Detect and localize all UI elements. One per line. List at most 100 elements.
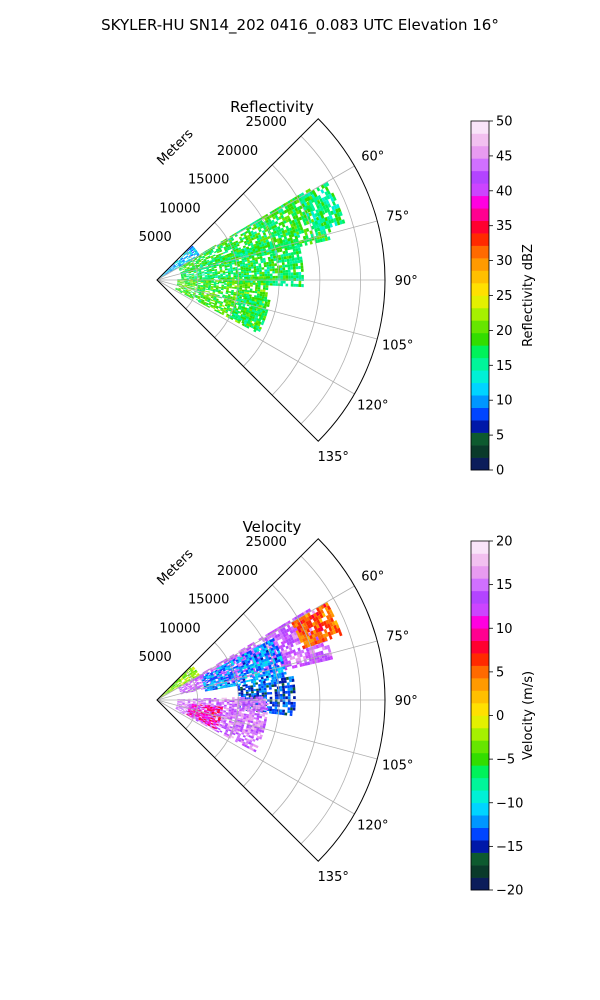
echo-gate (318, 215, 322, 220)
echo-gate (241, 293, 245, 296)
echo-gate (201, 272, 205, 274)
echo-gate (211, 682, 214, 685)
echo-gate (210, 669, 214, 672)
echo-gate (224, 247, 227, 251)
echo-gate (198, 260, 202, 263)
echo-gate (297, 244, 301, 248)
echo-gate (262, 673, 266, 677)
echo-gate (187, 285, 190, 287)
echo-gate (185, 270, 188, 272)
echo-gate (195, 260, 198, 262)
echo-gate (271, 225, 275, 230)
echo-gate (181, 288, 184, 290)
echo-gate (233, 684, 236, 687)
echo-gate (239, 282, 243, 285)
echo-gate (230, 296, 233, 299)
echo-gate (269, 283, 273, 286)
echo-gate (239, 729, 243, 733)
echo-gate (234, 285, 238, 288)
echo-gate (188, 247, 192, 250)
echo-gate (194, 250, 198, 253)
echo-gate (191, 714, 195, 717)
echo-gate (236, 259, 240, 262)
echo-gate (283, 278, 286, 281)
echo-gate (214, 269, 218, 271)
echo-gate (279, 231, 283, 235)
echo-gate (241, 666, 245, 670)
echo-gate (175, 288, 178, 290)
echo-gate (205, 703, 209, 705)
echo-gate (253, 749, 257, 753)
echo-gate (271, 250, 275, 254)
echo-gate (263, 242, 268, 246)
echo-gate (254, 723, 258, 727)
echo-gate (179, 680, 182, 683)
echo-gate (303, 228, 307, 233)
range-tick-label: 15000 (188, 173, 229, 188)
echo-gate (179, 704, 182, 706)
echo-gate (201, 299, 205, 302)
echo-gate (244, 291, 247, 294)
echo-gate (255, 286, 258, 290)
echo-gate (279, 632, 283, 636)
echo-gate (304, 651, 308, 656)
echo-gate (213, 296, 217, 299)
echo-gate (182, 711, 185, 714)
echo-gate (175, 263, 178, 266)
echo-gate (316, 632, 321, 637)
echo-gate (254, 310, 258, 314)
echo-gate (183, 684, 186, 687)
echo-gate (236, 231, 240, 235)
echo-gate (322, 603, 327, 608)
echo-gate (218, 663, 222, 666)
echo-gate (213, 305, 216, 308)
echo-gate (190, 269, 194, 271)
echo-gate (222, 309, 226, 313)
echo-gate (183, 272, 186, 274)
echo-gate (272, 222, 276, 226)
colorbar-swatch (471, 740, 489, 754)
echo-gate (252, 743, 257, 748)
echo-gate (189, 713, 192, 716)
echo-gate (184, 293, 187, 296)
echo-gate (299, 631, 304, 636)
echo-gate (226, 702, 230, 704)
echo-gate (211, 720, 215, 723)
echo-gate (256, 299, 260, 303)
echo-gate (287, 269, 291, 273)
echo-gate (262, 257, 266, 261)
echo-gate (234, 282, 238, 284)
echo-gate (252, 282, 256, 285)
echo-gate (230, 267, 233, 270)
echo-gate (259, 655, 263, 659)
echo-gate (211, 703, 214, 706)
echo-gate (194, 276, 197, 278)
echo-gate (235, 242, 239, 245)
echo-gate (214, 720, 218, 723)
echo-gate (208, 674, 211, 677)
echo-gate (279, 644, 283, 649)
echo-gate (296, 654, 301, 658)
echo-gate (257, 284, 261, 288)
echo-gate (248, 268, 252, 271)
echo-gate (302, 626, 307, 631)
echo-gate (304, 625, 309, 630)
echo-gate (228, 675, 232, 678)
echo-gate (231, 721, 235, 724)
echo-gate (249, 288, 253, 291)
echo-gate (243, 275, 247, 277)
echo-gate (267, 235, 271, 240)
echo-gate (287, 707, 291, 711)
echo-gate (299, 663, 303, 667)
echo-gate (196, 683, 200, 686)
echo-gate (255, 677, 259, 681)
echo-gate (329, 630, 334, 636)
echo-gate (286, 258, 290, 262)
echo-gate (284, 205, 289, 210)
echo-gate (248, 726, 252, 730)
echo-gate (246, 272, 249, 275)
echo-gate (224, 725, 228, 729)
echo-gate (225, 668, 229, 671)
echo-gate (197, 288, 200, 290)
echo-gate (289, 679, 292, 683)
